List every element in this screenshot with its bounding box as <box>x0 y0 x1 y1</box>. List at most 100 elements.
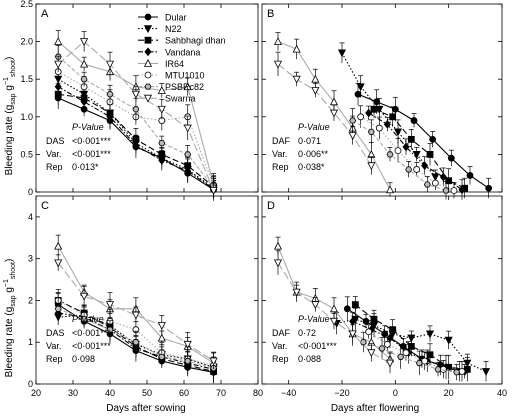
data-point <box>329 304 339 313</box>
data-point <box>329 317 339 326</box>
panel-letter: C <box>41 200 49 212</box>
data-point <box>466 172 474 179</box>
data-point <box>450 187 458 194</box>
data-point <box>354 90 362 98</box>
data-point <box>292 75 301 84</box>
data-point <box>80 97 88 107</box>
stats-term: Var. <box>272 149 287 159</box>
data-point <box>80 38 89 47</box>
legend-label: PSBRc82 <box>165 82 204 92</box>
legend-entry-vandana: Vandana <box>138 47 200 57</box>
legend-marker <box>144 71 152 79</box>
data-point <box>292 288 301 297</box>
data-point <box>131 311 140 320</box>
data-point <box>209 357 218 366</box>
x-axis-label-right: Days after flowering <box>331 403 419 414</box>
stats-header: P-Value <box>298 122 330 132</box>
data-point <box>157 86 166 94</box>
data-point <box>106 326 114 333</box>
data-point <box>383 119 391 129</box>
stats-pvalue: 0·088 <box>298 354 321 364</box>
stats-pvalue: 0·013* <box>72 162 99 172</box>
series-line <box>341 52 436 178</box>
y-tick-label: 4 <box>28 212 33 222</box>
data-point <box>485 184 493 192</box>
y-tick-label: 2.0 <box>20 37 33 47</box>
data-point <box>383 340 391 348</box>
stats-term: DAS <box>46 328 65 338</box>
data-point <box>444 336 453 345</box>
legend-entry-psbrc82: PSBRc82 <box>138 82 204 92</box>
series-line <box>360 116 455 192</box>
data-point <box>421 161 429 171</box>
series-vandana <box>365 105 466 200</box>
series-swarna <box>54 31 218 199</box>
y-tick-label: 0.5 <box>20 149 33 159</box>
x-tick-label: −40 <box>281 388 296 398</box>
data-point <box>357 113 365 121</box>
data-point <box>407 135 415 143</box>
data-point <box>311 87 320 95</box>
panel-letter: A <box>41 8 49 20</box>
series-line <box>277 63 372 166</box>
data-point <box>394 147 402 155</box>
x-tick-label: 20 <box>31 388 41 398</box>
data-point <box>365 328 373 336</box>
data-point <box>132 140 140 150</box>
data-point <box>385 359 395 368</box>
legend-entry-mtu1010: MTU1010 <box>138 71 205 81</box>
data-point <box>209 187 218 195</box>
series-psbrc82 <box>359 331 461 381</box>
x-tick-label: 40 <box>497 388 507 398</box>
stats-term: Var. <box>46 149 61 159</box>
data-point <box>158 353 166 360</box>
y-tick-label: 1 <box>28 337 33 347</box>
data-point <box>393 128 403 137</box>
data-point <box>157 333 166 342</box>
data-point <box>405 166 413 173</box>
data-point <box>348 132 357 141</box>
data-point <box>429 135 437 143</box>
legend-entry-sahbhagi-dhan: Sahbhagi dhan <box>138 36 226 46</box>
data-point <box>131 90 140 99</box>
legend-marker <box>144 13 152 21</box>
data-point <box>343 305 351 313</box>
stats-term: Rep <box>272 354 289 364</box>
stats-pvalue: <0·001*** <box>72 341 111 351</box>
panel-letter: D <box>267 200 275 212</box>
x-tick-label: 50 <box>142 388 152 398</box>
series-swarna <box>54 254 218 370</box>
stats-term: Rep <box>46 354 63 364</box>
data-point <box>183 124 192 133</box>
stats-header: P-Value <box>72 122 104 132</box>
stats-term: Var. <box>272 341 287 351</box>
data-point <box>349 117 357 124</box>
series-line <box>368 112 463 191</box>
data-point <box>391 105 399 113</box>
x-tick-label: 80 <box>253 388 263 398</box>
stats-pvalue: 0·071 <box>298 136 321 146</box>
stats-pvalue: 0·72 <box>298 328 316 338</box>
data-point <box>389 113 397 121</box>
data-point <box>370 105 378 113</box>
legend-label: MTU1010 <box>165 71 205 81</box>
data-point <box>273 241 283 250</box>
panel-d: D −40 −20 0 20 40 P-Value DAF 0·72 Var. <0·001*** R… <box>261 195 507 398</box>
data-point <box>80 316 88 323</box>
panel-b: B P-Value DAF 0·071 Var. 0·006** Rep 0·038* <box>261 3 503 200</box>
data-point <box>356 83 365 92</box>
y-tick-label: 1.0 <box>20 112 33 122</box>
data-point <box>375 105 384 114</box>
stats-pvalue: <0·001*** <box>72 136 111 146</box>
stats-pvalue: <0·001*** <box>72 328 111 338</box>
data-point <box>311 74 320 83</box>
legend-entry-dular: Dular <box>138 13 187 23</box>
data-point <box>54 305 62 312</box>
data-point <box>439 172 447 182</box>
data-point <box>54 259 63 268</box>
data-point <box>389 326 397 334</box>
stats-pvalue: <0·001*** <box>72 149 111 159</box>
data-point <box>386 333 394 343</box>
data-point <box>54 37 63 45</box>
